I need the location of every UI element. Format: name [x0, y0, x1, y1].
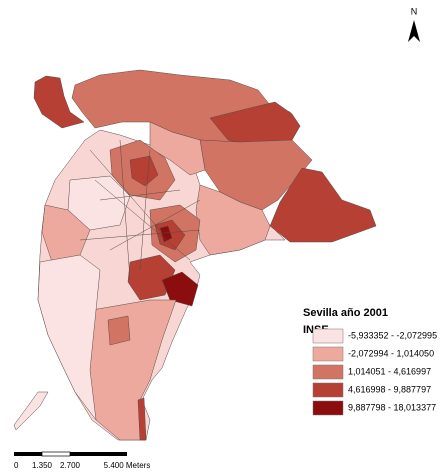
- legend-label: 9,887798 - 18,013377: [348, 402, 436, 412]
- region: [159, 225, 173, 243]
- region: [87, 299, 177, 441]
- legend-label: -5,933352 - -2,072995: [348, 330, 437, 340]
- region: [33, 75, 85, 129]
- region: [269, 167, 377, 243]
- region: [161, 271, 199, 307]
- region: [127, 254, 176, 301]
- legend: -5,933352 - -2,072995 -2,072994 - 1,01405…: [312, 328, 437, 416]
- scale-bar: [14, 451, 127, 457]
- region: [13, 391, 49, 431]
- scale-label: 1.350: [32, 461, 53, 470]
- scale-labels: 0 1.350 2.700 5.400 Meters: [14, 461, 150, 470]
- north-arrow: [408, 20, 420, 42]
- legend-label: 4,616998 - 9,887797: [348, 384, 431, 394]
- scale-label: 5.400 Meters: [104, 461, 151, 470]
- map-regions: [13, 69, 377, 441]
- legend-label: -2,072994 - 1,014050: [348, 348, 434, 358]
- legend-swatch: [312, 346, 344, 362]
- legend-swatch: [312, 400, 344, 416]
- scale-label: 2.700: [60, 461, 81, 470]
- region: [137, 397, 147, 441]
- region: [37, 254, 101, 421]
- legend-swatch: [312, 364, 344, 380]
- region: [107, 315, 131, 346]
- region: [199, 139, 313, 211]
- north-label: N: [411, 6, 418, 16]
- legend-swatch: [312, 328, 344, 344]
- region: [129, 155, 159, 187]
- legend-swatch: [312, 382, 344, 398]
- scale-label: 0: [14, 461, 19, 470]
- legend-title: Sevilla año 2001: [303, 307, 388, 319]
- parcel-lines: [79, 139, 201, 281]
- legend-label: 1,014051 - 4,616997: [348, 366, 431, 376]
